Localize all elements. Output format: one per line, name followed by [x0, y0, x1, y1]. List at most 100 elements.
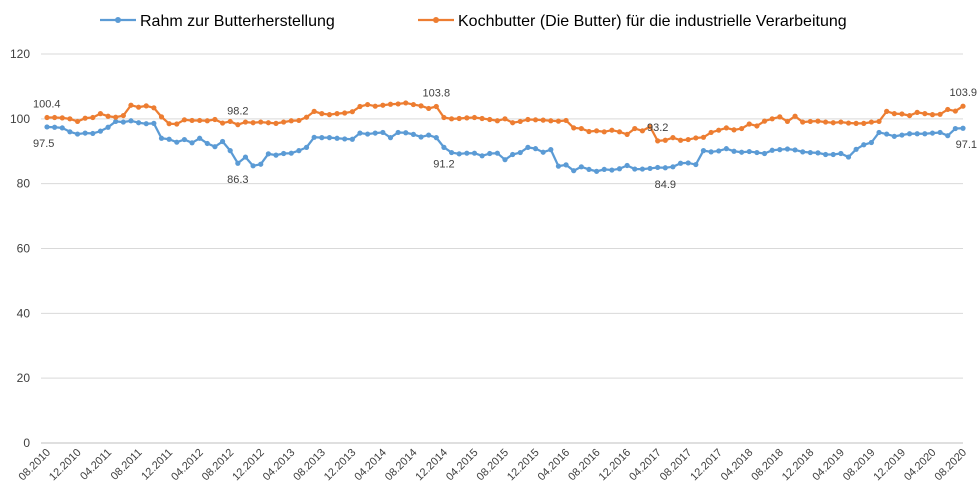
point [510, 120, 516, 126]
point [571, 168, 577, 174]
point [189, 117, 195, 124]
point [876, 129, 882, 136]
x-tick-label: 08.2018 [749, 447, 786, 484]
point [479, 153, 485, 159]
point [342, 136, 348, 142]
point [242, 154, 249, 160]
point [303, 144, 310, 150]
point [365, 101, 371, 108]
point [357, 103, 363, 110]
point [838, 119, 844, 125]
point [685, 136, 691, 143]
point [571, 125, 577, 131]
point [830, 120, 836, 126]
point [594, 128, 600, 134]
point [578, 164, 584, 170]
point [624, 131, 630, 137]
point [219, 138, 226, 145]
point [555, 118, 562, 124]
point [815, 150, 821, 156]
point [418, 134, 424, 140]
point [532, 146, 539, 152]
point [616, 166, 623, 172]
y-tick-label: 0 [23, 436, 30, 450]
point [906, 131, 913, 137]
x-tick-label: 08.2016 [566, 447, 603, 484]
point [250, 163, 256, 169]
point [616, 129, 623, 135]
point [540, 117, 546, 123]
point [632, 125, 638, 132]
point [166, 136, 172, 142]
point [471, 114, 478, 121]
point [739, 149, 745, 155]
point [914, 131, 920, 137]
point [403, 100, 409, 106]
point [746, 121, 752, 127]
point [929, 112, 936, 118]
point [242, 119, 249, 125]
point [868, 139, 875, 146]
x-tick-label: 12.2016 [597, 447, 634, 484]
point [677, 160, 684, 166]
point [677, 137, 684, 143]
legend-marker [115, 17, 121, 23]
point [899, 132, 905, 138]
point [716, 127, 722, 133]
point [601, 166, 607, 173]
point [59, 115, 65, 121]
x-tick-label: 08.2020 [933, 447, 970, 484]
x-tick-label: 04.2020 [902, 447, 939, 484]
point [525, 116, 531, 123]
point [387, 135, 394, 141]
x-tick-label: 08.2013 [291, 447, 328, 484]
x-tick-label: 04.2012 [169, 447, 206, 484]
point [502, 116, 508, 122]
point [44, 114, 50, 121]
x-tick-label: 08.2012 [200, 447, 237, 484]
point [609, 127, 615, 133]
point [937, 129, 943, 136]
point [67, 116, 73, 122]
point [319, 135, 325, 141]
point [700, 148, 707, 154]
point [464, 150, 470, 156]
point [326, 135, 333, 141]
point [655, 164, 661, 171]
point [952, 108, 958, 114]
point [433, 103, 439, 110]
point [586, 166, 592, 173]
x-tick-label: 04.2014 [352, 447, 389, 484]
point [258, 119, 264, 125]
point [456, 115, 462, 122]
point [868, 119, 875, 125]
point [174, 139, 180, 145]
point [334, 111, 340, 117]
data-label: 91.2 [433, 158, 454, 170]
point [395, 129, 401, 136]
point [548, 118, 554, 124]
data-label: 97.5 [33, 138, 54, 150]
point [197, 117, 203, 124]
point [128, 118, 134, 124]
point [693, 135, 699, 141]
point [494, 150, 500, 156]
point [97, 128, 104, 134]
point [410, 101, 416, 108]
point [578, 125, 584, 132]
point [647, 124, 653, 130]
point [632, 166, 638, 172]
point [471, 150, 478, 156]
point [136, 104, 142, 110]
point [456, 151, 462, 157]
point [563, 162, 569, 168]
y-tick-label: 120 [10, 47, 30, 61]
y-tick-label: 40 [17, 306, 31, 320]
point [845, 154, 852, 160]
x-tick-label: 08.2017 [658, 447, 695, 484]
x-tick-label: 12.2014 [413, 447, 450, 484]
point [44, 124, 50, 130]
point [876, 118, 882, 125]
x-tick-label: 12.2015 [505, 447, 542, 484]
point [937, 111, 943, 117]
